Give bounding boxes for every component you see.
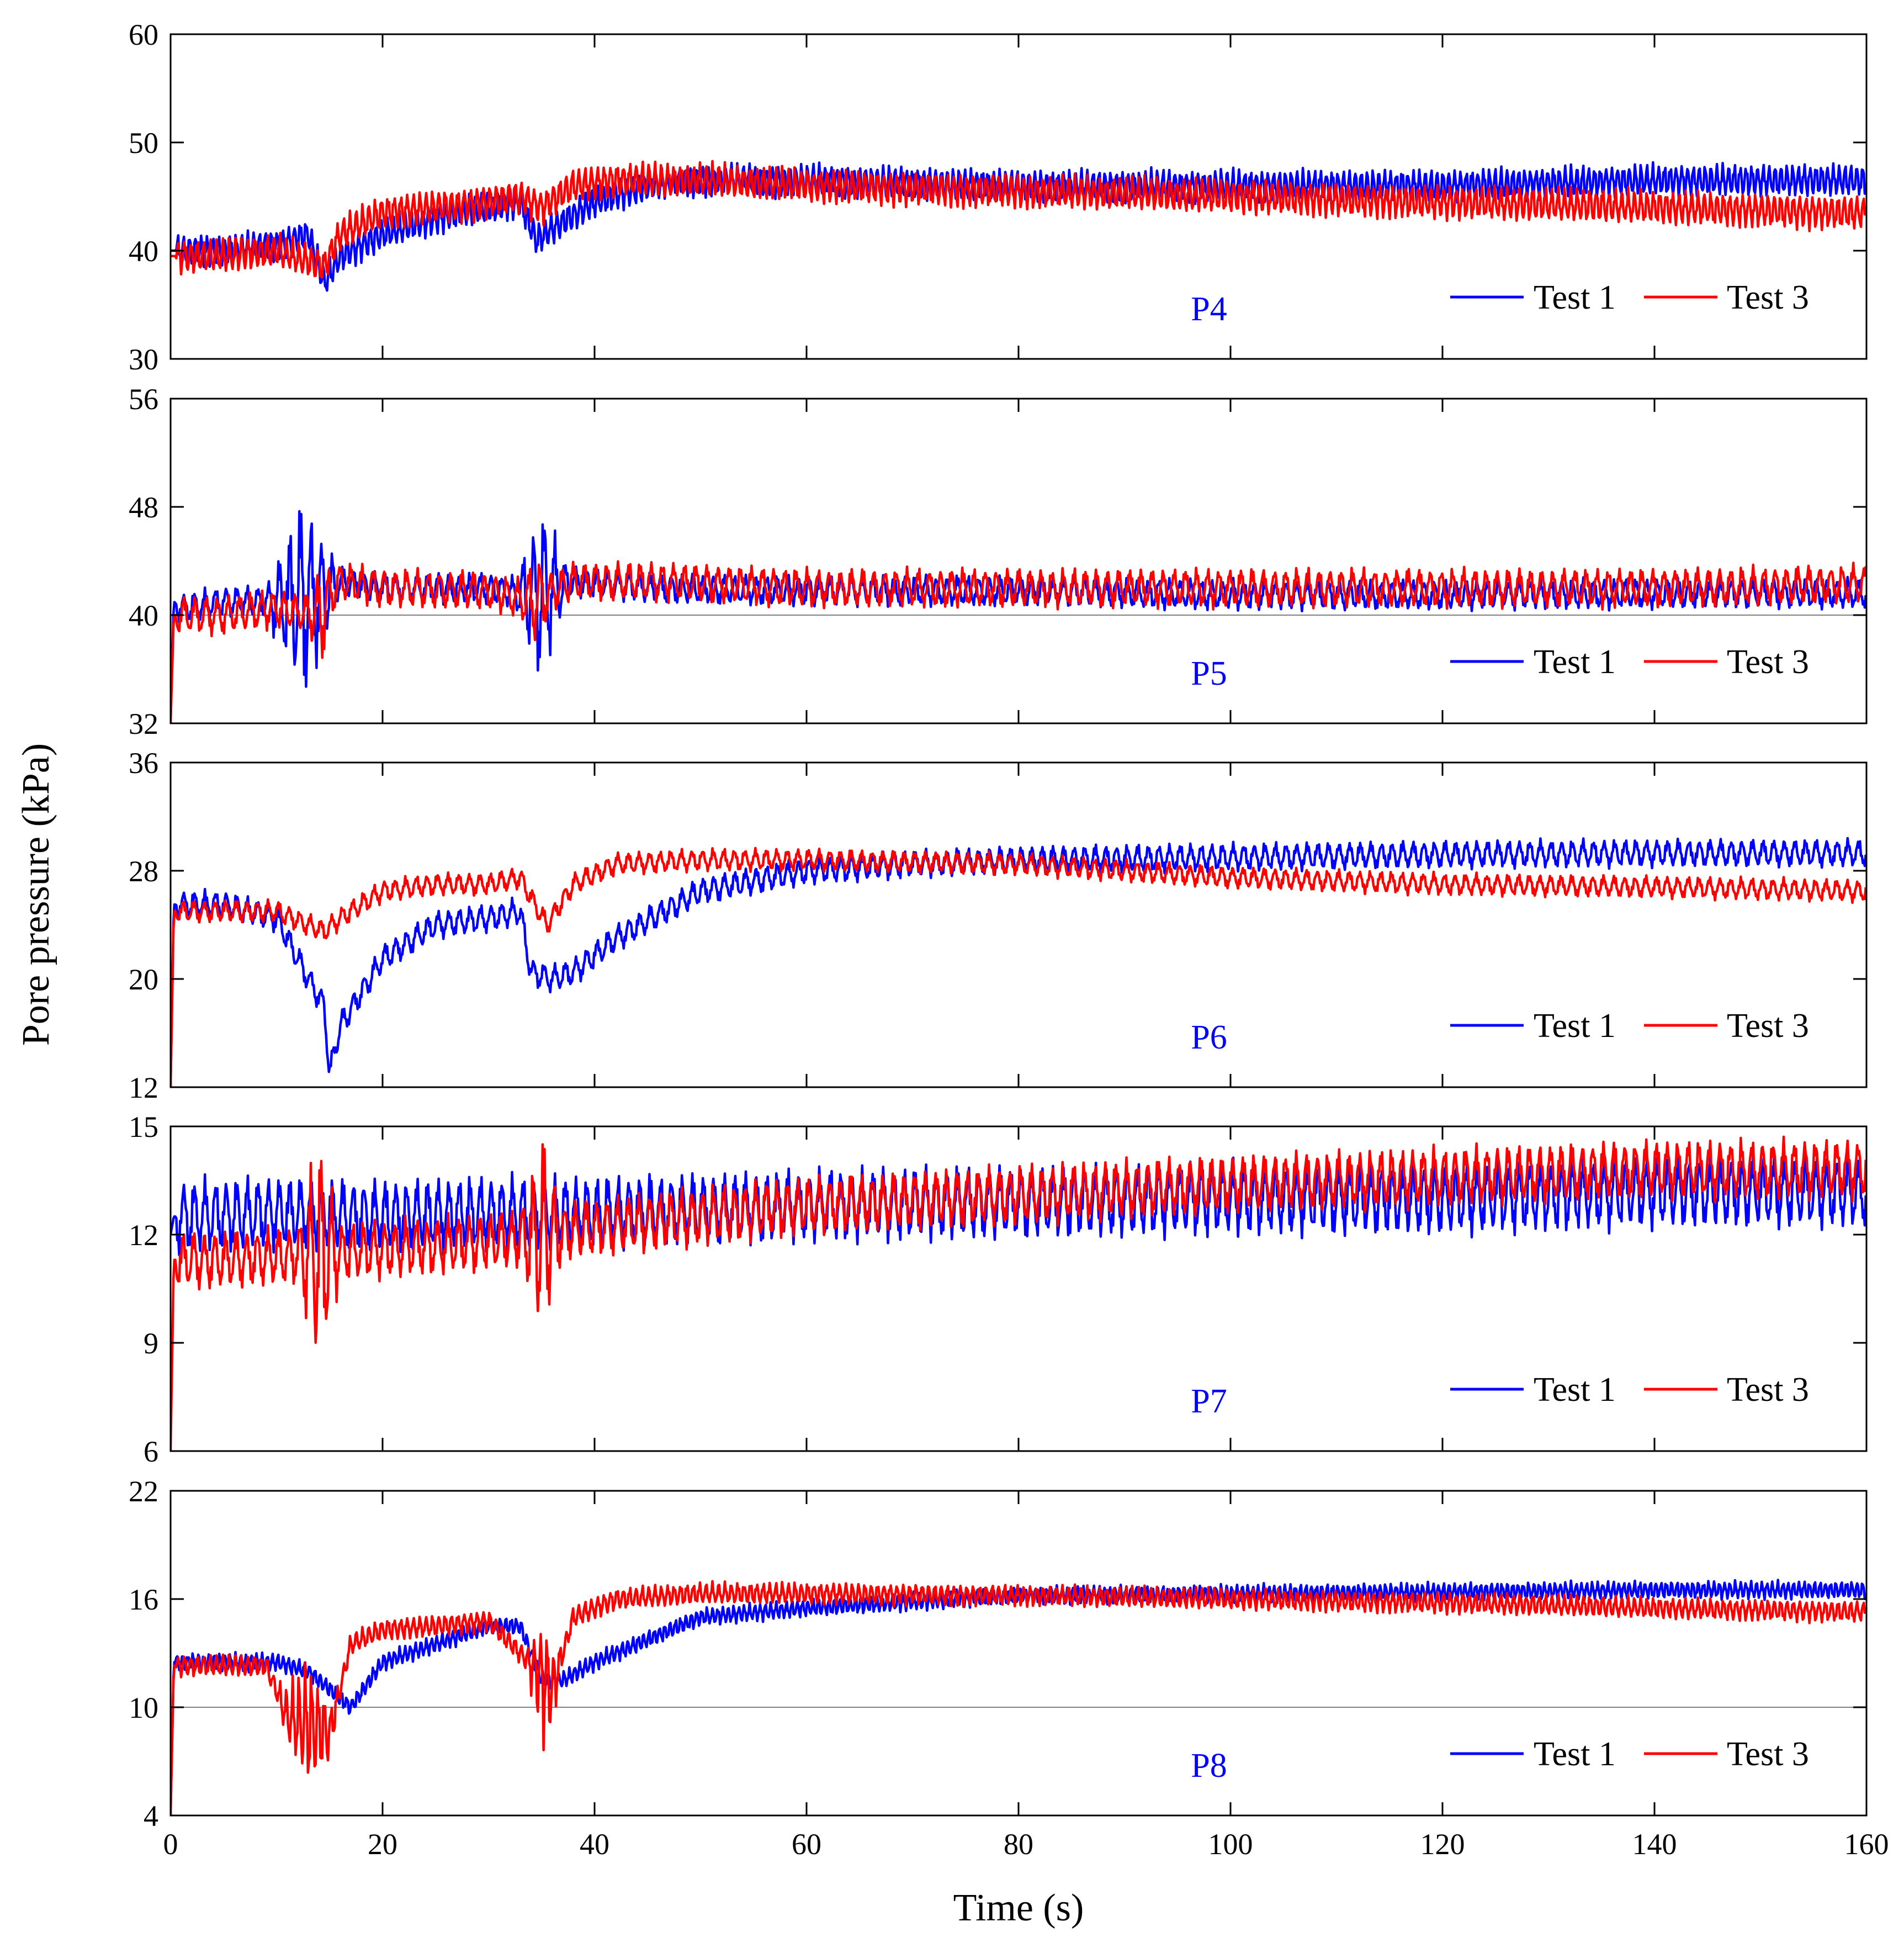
series-line-test-1: [171, 837, 1866, 1087]
series-group: [171, 160, 1866, 292]
panel-tag-label: P5: [1191, 655, 1227, 692]
series-line-test-1: [171, 510, 1866, 723]
legend-label-test1: Test 1: [1534, 643, 1616, 681]
series-line-test-3: [171, 1135, 1866, 1451]
legend-label-test3: Test 3: [1727, 643, 1809, 681]
panel-tag-label: P6: [1191, 1019, 1227, 1056]
x-axis-title: Time (s): [953, 1887, 1084, 1929]
panel-tag-label: P4: [1191, 290, 1227, 328]
y-tick-label: 12: [129, 1219, 158, 1252]
series-line-test-3: [171, 160, 1866, 279]
x-tick-label: 60: [792, 1828, 821, 1861]
legend-label-test3: Test 3: [1727, 1007, 1809, 1045]
series-line-test-3: [171, 846, 1866, 1087]
y-tick-label: 15: [129, 1110, 158, 1144]
y-tick-label: 48: [129, 491, 158, 524]
y-tick-label: 9: [144, 1327, 158, 1360]
y-tick-label: 36: [129, 747, 158, 780]
panel-tag-label: P8: [1191, 1747, 1227, 1785]
series-line-test-3: [171, 1580, 1866, 1815]
x-tick-label: 100: [1208, 1828, 1253, 1861]
y-axis-title: Pore pressure (kPa): [15, 743, 57, 1046]
series-line-test-3: [171, 560, 1866, 723]
y-tick-label: 50: [129, 126, 158, 160]
legend-label-test3: Test 3: [1727, 1735, 1809, 1773]
legend-label-test1: Test 1: [1534, 1735, 1616, 1773]
y-tick-label: 60: [129, 18, 158, 51]
y-tick-label: 20: [129, 963, 158, 996]
series-line-test-1: [171, 1579, 1866, 1815]
panel-p6: 12 20 28 36 P6 Test 1 Test 3: [129, 747, 1868, 1104]
x-tick-label: 20: [368, 1828, 397, 1861]
y-tick-label: 4: [144, 1799, 158, 1833]
y-tick-label: 10: [129, 1691, 158, 1724]
x-tick-label: 40: [580, 1828, 609, 1861]
y-tick-label: 30: [129, 343, 158, 376]
series-group: [171, 837, 1866, 1087]
x-tick-label: 140: [1632, 1828, 1677, 1861]
legend-label-test1: Test 1: [1534, 1371, 1616, 1409]
legend-label-test3: Test 3: [1727, 279, 1809, 316]
y-tick-label: 40: [129, 235, 158, 268]
y-tick-label: 16: [129, 1583, 158, 1616]
panel-tag-label: P7: [1191, 1383, 1227, 1420]
legend-label-test3: Test 3: [1727, 1371, 1809, 1409]
panel-p4: 30 40 50 60 P4 Test 1 Test 3: [129, 18, 1868, 376]
series-group: [171, 1579, 1866, 1815]
panel-p7: 6 9 12 15 P7 Test 1 Test 3: [129, 1110, 1868, 1468]
x-tick-label: 120: [1420, 1828, 1465, 1861]
y-tick-label: 40: [129, 599, 158, 632]
panel-p5: 32 40 48 56 P5 Test 1 Test 3: [129, 383, 1868, 740]
y-tick-label: 32: [129, 707, 158, 740]
x-tick-label: 80: [1004, 1828, 1033, 1861]
panel-p8: 4 10 16 22 0 20 40 60 80 100 120 140 160 P8 Test 1 Test…: [129, 1475, 1889, 1861]
y-tick-label: 22: [129, 1475, 158, 1508]
y-tick-label: 28: [129, 855, 158, 888]
x-tick-label: 0: [163, 1828, 178, 1861]
legend-label-test1: Test 1: [1534, 1007, 1616, 1045]
series-group: [171, 1135, 1866, 1451]
x-tick-label: 160: [1844, 1828, 1889, 1861]
y-tick-label: 56: [129, 383, 158, 416]
legend-label-test1: Test 1: [1534, 279, 1616, 316]
y-tick-label: 12: [129, 1071, 158, 1104]
y-tick-label: 6: [144, 1435, 158, 1468]
series-group: [171, 510, 1866, 723]
